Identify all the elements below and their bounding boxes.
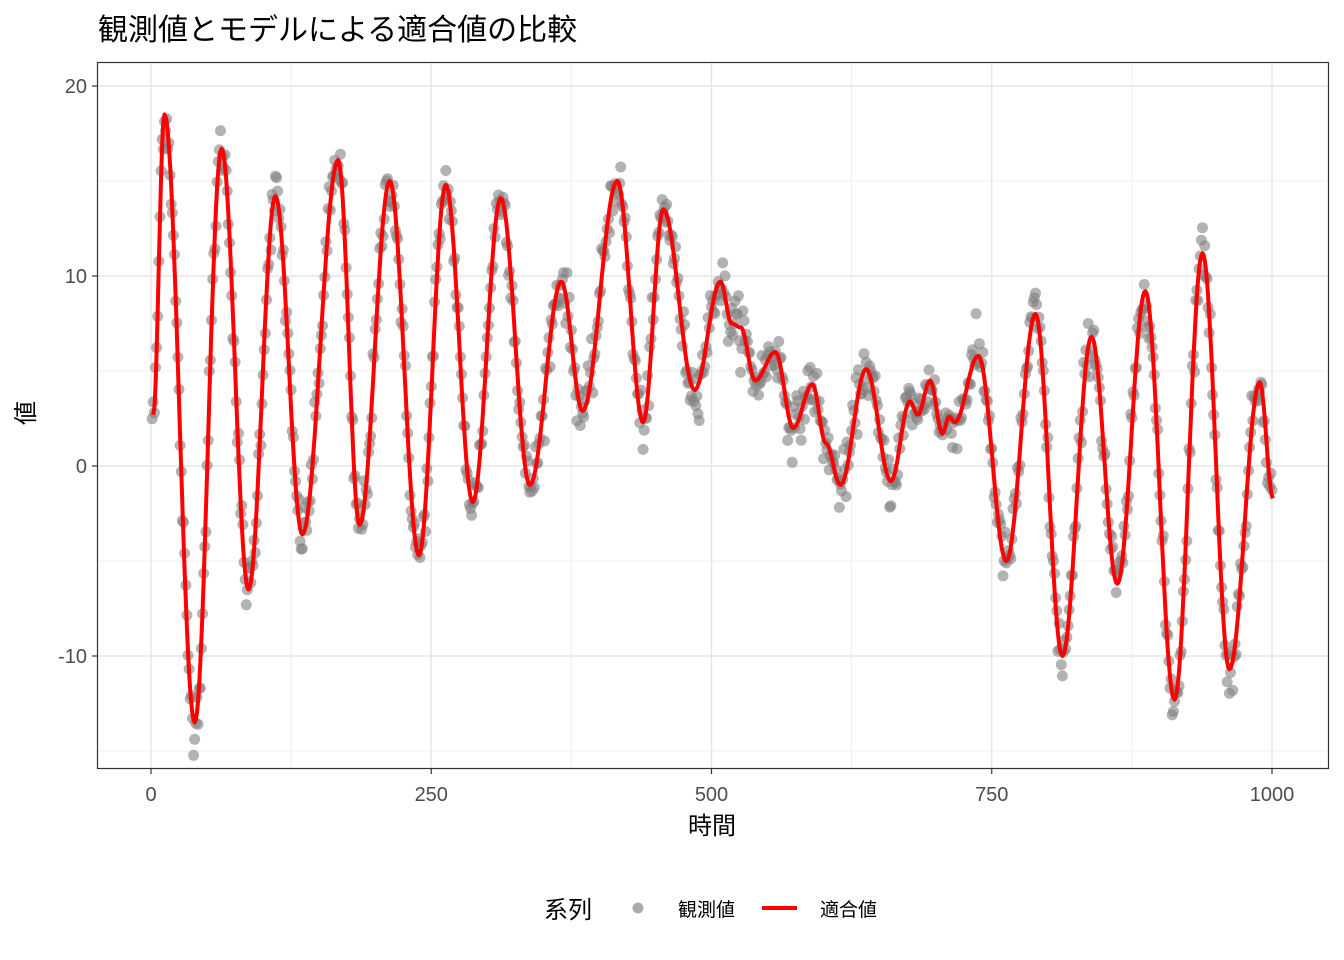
observed-point [1030, 287, 1041, 299]
observed-point [272, 185, 284, 197]
observed-point [858, 348, 870, 360]
x-axis-label: 時間 [688, 812, 736, 840]
observed-point [215, 125, 226, 137]
observed-point [782, 434, 794, 446]
observed-point [638, 424, 650, 436]
x-tick-label: 750 [975, 784, 1008, 806]
observed-point [240, 599, 252, 611]
observed-point [188, 749, 200, 761]
observed-point [693, 415, 705, 427]
y-tick-label: 20 [65, 76, 87, 98]
y-tick-label: -10 [58, 646, 87, 668]
observed-point [578, 411, 590, 423]
observed-point [840, 491, 852, 503]
legend-label-fitted: 適合値 [820, 899, 877, 921]
grid [98, 63, 1328, 768]
observed-point [690, 400, 702, 412]
y-axis-label: 値 [12, 401, 40, 425]
observed-point [735, 366, 747, 378]
observed-point [1031, 299, 1043, 310]
y-tick-label: 10 [65, 266, 87, 288]
x-tick-label: 0 [145, 784, 156, 806]
observed-point [912, 414, 924, 425]
observed-point [1227, 684, 1239, 696]
observed-point [719, 270, 731, 282]
observed-point [852, 364, 864, 376]
observed-point [561, 267, 573, 279]
observed-point [1088, 324, 1100, 336]
observed-point [661, 198, 673, 210]
observed-point [1055, 659, 1067, 671]
observed-point [732, 290, 744, 302]
observed-point [951, 443, 963, 455]
axis-ticks: -10 0 10 20 0 250 500 750 1000 [58, 76, 1294, 806]
observed-point [945, 427, 957, 439]
observed-point [189, 733, 201, 745]
observed-point [786, 456, 798, 468]
observed-point [615, 161, 627, 173]
chart-title: 観測値とモデルによる適合値の比較 [98, 13, 577, 48]
legend-title: 系列 [544, 896, 592, 924]
observed-point [1199, 240, 1211, 252]
observed-point [737, 305, 749, 317]
observed-point [574, 420, 586, 431]
observed-point [773, 336, 785, 347]
observed-point [923, 364, 935, 376]
observed-point [738, 315, 750, 327]
observed-point [466, 509, 478, 521]
observed-point [970, 308, 982, 320]
panel-border [96, 61, 1330, 770]
observed-point [1167, 705, 1179, 717]
observed-point [637, 443, 649, 455]
observed-point [1221, 676, 1233, 688]
observed-point [1056, 670, 1068, 682]
observed-point [1110, 587, 1122, 598]
observed-point [885, 500, 897, 512]
observed-point [753, 389, 765, 401]
observed-point [973, 338, 985, 350]
observed-point [811, 367, 823, 379]
observed-point [997, 570, 1009, 582]
legend-point-symbol [632, 902, 644, 914]
x-tick-label: 1000 [1250, 784, 1295, 806]
x-tick-label: 250 [415, 784, 448, 806]
fitted-line [151, 112, 1275, 725]
observed-point [334, 148, 346, 160]
y-tick-label: 0 [76, 456, 87, 478]
observed-point [891, 479, 902, 491]
observed-point [691, 390, 703, 402]
observed-point [833, 501, 845, 513]
observed-point [1197, 222, 1208, 234]
legend: 系列 観測値 適合値 [544, 896, 877, 924]
observed-point [271, 172, 283, 184]
observed-point [795, 434, 807, 446]
legend-label-observed: 観測値 [678, 899, 735, 921]
observed-point [440, 165, 452, 176]
observed-point [296, 543, 308, 555]
observed-point [999, 526, 1011, 538]
observed-point [1138, 279, 1150, 290]
x-tick-label: 500 [695, 784, 728, 806]
observed-point [717, 257, 729, 269]
